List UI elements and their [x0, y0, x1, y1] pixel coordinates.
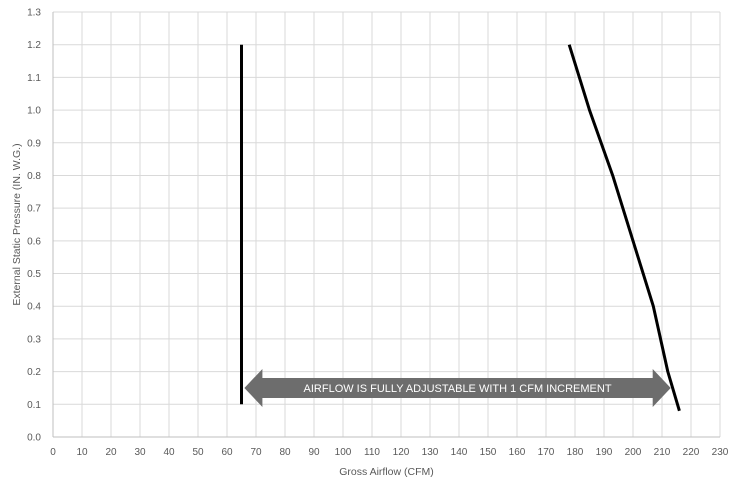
y-axis-title: External Static Pressure (IN. W.G.) [11, 143, 23, 305]
y-tick-label: 0.0 [27, 433, 41, 444]
x-tick-label: 80 [279, 447, 291, 458]
x-axis-title: Gross Airflow (CFM) [339, 466, 434, 478]
x-tick-labels: 0 10 20 30 40 50 60 70 80 90 100 110 120 130 140 150 160… [50, 447, 729, 458]
x-tick-label: 160 [509, 447, 526, 458]
grid-horizontal [53, 11, 720, 438]
x-tick-label: 170 [538, 447, 555, 458]
y-tick-label: 0.7 [27, 204, 41, 215]
max-airflow-curve [567, 44, 681, 412]
series-lines [240, 44, 681, 412]
y-tick-label: 0.3 [27, 334, 41, 345]
x-tick-label: 140 [451, 447, 468, 458]
x-tick-label: 20 [105, 447, 117, 458]
y-tick-label: 0.5 [27, 269, 41, 280]
x-tick-label: 10 [76, 447, 88, 458]
x-tick-label: 180 [567, 447, 584, 458]
x-tick-label: 70 [250, 447, 262, 458]
airflow-annotation: AIRFLOW IS FULLY ADJUSTABLE WITH 1 CFM I… [244, 368, 671, 407]
y-tick-label: 0.4 [27, 302, 41, 313]
x-tick-label: 230 [712, 447, 729, 458]
y-tick-labels: 0.0 0.1 0.2 0.3 0.4 0.5 0.6 0.7 0.8 0.9 1.0 1.1 1.2 1… [27, 8, 41, 444]
x-tick-label: 30 [134, 447, 146, 458]
y-tick-label: 0.8 [27, 171, 41, 182]
grid-vertical [52, 12, 721, 437]
x-tick-label: 40 [163, 447, 175, 458]
x-tick-label: 120 [393, 447, 410, 458]
y-tick-label: 1.2 [27, 40, 41, 51]
y-tick-label: 0.6 [27, 236, 41, 247]
x-tick-label: 90 [308, 447, 320, 458]
double-arrow-shape [244, 368, 671, 407]
y-tick-label: 1.1 [27, 73, 41, 84]
x-tick-label: 60 [221, 447, 233, 458]
x-tick-label: 110 [364, 447, 380, 458]
y-tick-label: 0.1 [27, 400, 41, 411]
y-tick-label: 0.2 [27, 367, 41, 378]
x-tick-label: 220 [683, 447, 700, 458]
annotation-text: AIRFLOW IS FULLY ADJUSTABLE WITH 1 CFM I… [304, 383, 612, 395]
x-tick-label: 190 [596, 447, 613, 458]
x-tick-label: 0 [50, 447, 56, 458]
x-tick-label: 150 [480, 447, 497, 458]
x-tick-label: 50 [192, 447, 204, 458]
y-tick-label: 1.3 [27, 8, 41, 19]
x-tick-label: 200 [625, 447, 642, 458]
axes [52, 12, 720, 438]
y-tick-label: 1.0 [27, 106, 41, 117]
x-tick-label: 210 [654, 447, 671, 458]
y-tick-label: 0.9 [27, 138, 41, 149]
x-tick-label: 100 [335, 447, 352, 458]
x-tick-label: 130 [422, 447, 439, 458]
